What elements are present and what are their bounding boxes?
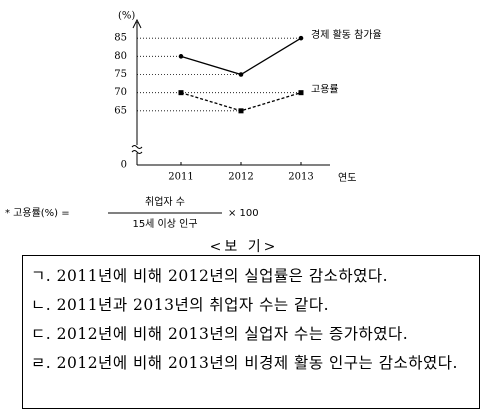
formula-rhs: × 100 [228, 208, 259, 219]
chart: (%) 연도 * 고용률(%) = 취업자 수 15세 이상 인구 × 100 … [5, 11, 382, 231]
x-tick-label: 2012 [228, 172, 253, 183]
marker [298, 35, 304, 41]
statement-box: ㄱ. 2011년에 비해 2012년의 실업률은 감소하였다. ㄴ. 2011년과… [22, 255, 480, 409]
y-tick-label: 80 [114, 51, 127, 62]
series-label: 고용률 [311, 84, 339, 96]
x-axis-label: 연도 [338, 172, 356, 184]
axis-break-gap [132, 145, 142, 153]
axis-break [131, 145, 143, 154]
series-line [180, 92, 302, 112]
y-axis-label: (%) [118, 11, 135, 22]
marker [178, 54, 184, 59]
y-tick-label: 65 [114, 105, 127, 116]
statement: ㄷ. 2012년에 비해 2013년의 실업자 수는 증가하였다. [31, 325, 409, 343]
series-label: 경제 활동 참가율 [311, 28, 382, 41]
marker [238, 108, 244, 114]
y-tick-label: 70 [114, 87, 127, 98]
formula-numerator: 취업자 수 [145, 195, 185, 208]
series-line [180, 37, 302, 76]
marker [178, 90, 184, 96]
box-title: <보 기> [209, 239, 279, 255]
marker [238, 72, 244, 77]
y-tick-label: 0 [121, 160, 127, 171]
formula-denominator: 15세 이상 인구 [132, 218, 197, 230]
y-tick-label: 85 [114, 33, 127, 44]
y-tick-label: 75 [114, 69, 127, 80]
statement: ㄱ. 2011년에 비해 2012년의 실업률은 감소하였다. [31, 267, 389, 285]
x-tick-label: 2011 [168, 172, 193, 183]
y-axis-arrow [132, 18, 142, 29]
statement: ㄴ. 2011년과 2013년의 취업자 수는 같다. [31, 296, 330, 314]
x-tick-label: 2013 [288, 172, 313, 183]
formula-lhs: * 고용률(%) = [5, 207, 70, 219]
marker [298, 90, 304, 96]
statement: ㄹ. 2012년에 비해 2013년의 비경제 활동 인구는 감소하였다. [31, 354, 458, 372]
